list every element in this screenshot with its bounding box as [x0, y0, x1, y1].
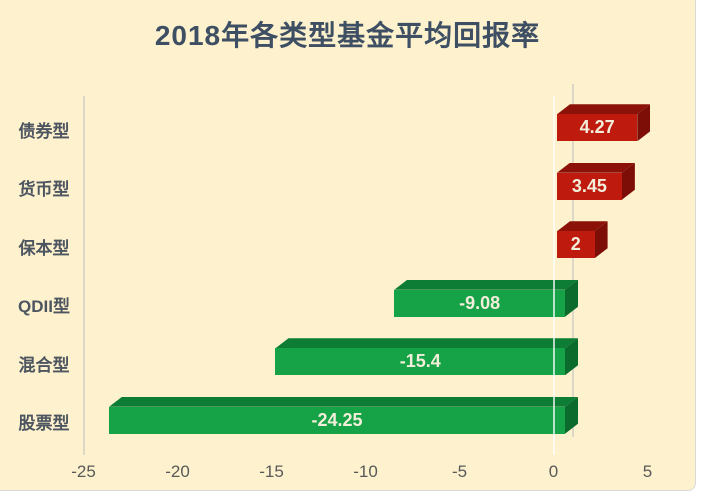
x-tick-label: 0 [548, 462, 559, 481]
bar-top-face [557, 104, 650, 114]
bar-front-face: 2 [557, 231, 595, 259]
bar-top-face [394, 280, 578, 290]
category-label: QDII型 [18, 297, 70, 317]
category-label: 债券型 [18, 121, 70, 141]
bar-top-face [109, 397, 578, 407]
x-tick-label: -25 [71, 462, 96, 481]
bar-front-face: -9.08 [394, 289, 565, 317]
category-label: 保本型 [18, 238, 70, 258]
x-tick-label: -10 [353, 462, 378, 481]
gridline-zero-back [572, 84, 574, 437]
category-label: 股票型 [18, 414, 70, 434]
plot-area: 4.27 债券型 3.45 货币型 2 保本型 -9.08 QDII型 -15.4 混合型 -24.… [18, 84, 653, 481]
x-tick-label: -5 [451, 462, 468, 481]
bar-top-face [557, 221, 608, 231]
chart-title: 2018年各类型基金平均回报率 [154, 20, 541, 51]
x-tick-label: -15 [259, 462, 284, 481]
bar-row: 4.27 [557, 104, 651, 142]
x-tick-label: -20 [165, 462, 190, 481]
gridline-zero-front [553, 96, 555, 455]
bar-row: -24.25 [109, 396, 578, 434]
x-tick-label: 5 [642, 462, 653, 481]
bar-end-face [621, 162, 635, 200]
bar-end-face [594, 221, 608, 259]
category-label: 混合型 [18, 355, 70, 375]
bar-row: -15.4 [275, 338, 578, 376]
axis-left-gridline [83, 96, 85, 455]
bar-end-face [564, 396, 578, 434]
bar-row: 3.45 [557, 162, 635, 200]
bar-top-face [557, 163, 635, 173]
bar-value-label: -9.08 [459, 292, 501, 313]
bar-value-label: -15.4 [399, 351, 441, 372]
bar-value-label: 4.27 [579, 117, 615, 138]
chart-panel: 2018年各类型基金平均回报率 4.27 债券型 3.45 货币型 2 保本型 -9.08 Q… [0, 0, 696, 491]
bar-value-label: 2 [570, 234, 581, 255]
bar-front-face: 3.45 [557, 172, 622, 200]
bar-value-label: -24.25 [311, 409, 363, 430]
bar-end-face [637, 104, 651, 142]
bar-top-face [275, 338, 578, 348]
bar-row: -9.08 [394, 279, 578, 317]
bar-end-face [564, 279, 578, 317]
category-label: 货币型 [18, 180, 70, 200]
bar-front-face: 4.27 [557, 114, 638, 142]
bar-front-face: -15.4 [275, 348, 565, 376]
bar-end-face [564, 338, 578, 376]
bar-row: 2 [557, 221, 608, 259]
bar-front-face: -24.25 [109, 406, 565, 434]
bar-value-label: 3.45 [571, 175, 607, 196]
